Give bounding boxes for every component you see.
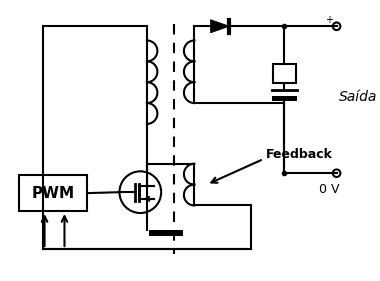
- Text: PWM: PWM: [32, 186, 74, 201]
- Text: Feedback: Feedback: [266, 148, 332, 161]
- Polygon shape: [211, 20, 230, 33]
- Circle shape: [119, 171, 161, 213]
- Bar: [272, 96, 297, 101]
- Bar: [149, 230, 183, 236]
- Text: Saída: Saída: [339, 90, 377, 104]
- Circle shape: [333, 169, 340, 177]
- Bar: [19, 175, 87, 211]
- Text: 0 V: 0 V: [319, 183, 339, 196]
- Bar: [273, 64, 296, 83]
- Circle shape: [333, 22, 340, 30]
- Text: +: +: [325, 15, 333, 25]
